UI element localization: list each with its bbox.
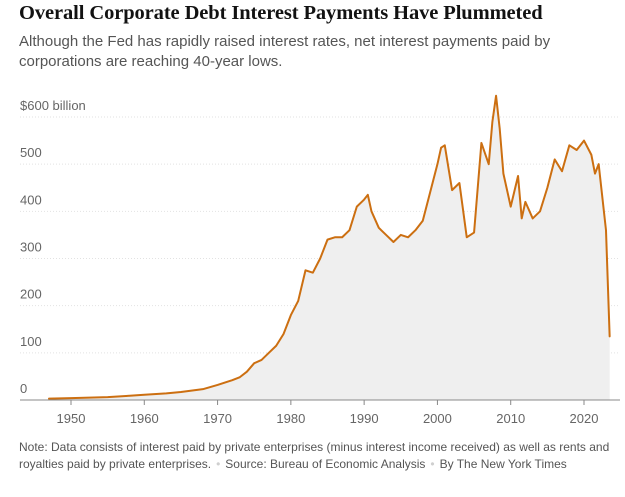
x-tick-label: 1950: [57, 411, 86, 426]
separator-dot: •: [216, 457, 221, 471]
y-tick-label: $600 billion: [20, 98, 86, 113]
y-axis-labels: 0 100 200 300 400 500 $600 billion: [20, 98, 86, 396]
series-area: [49, 95, 610, 401]
y-tick-label: 400: [20, 192, 42, 207]
x-tick-label: 2020: [570, 411, 599, 426]
x-tick-label: 2010: [496, 411, 525, 426]
chart-title: Overall Corporate Debt Interest Payments…: [19, 2, 543, 24]
y-tick-label: 500: [20, 145, 42, 160]
footer-source: Source: Bureau of Economic Analysis: [225, 457, 426, 471]
y-tick-label: 100: [20, 334, 42, 349]
x-axis-ticks: 1950 1960 1970 1980 1990 2000 2010 2020: [57, 400, 599, 426]
separator-dot: •: [430, 457, 435, 471]
footer-byline: By The New York Times: [439, 457, 567, 471]
y-tick-label: 200: [20, 287, 42, 302]
chart-footer: Note: Data consists of interest paid by …: [19, 439, 619, 473]
x-tick-label: 1970: [203, 411, 232, 426]
footer-note: Note: Data consists of interest paid by …: [19, 440, 610, 471]
y-tick-label: 0: [20, 381, 27, 396]
x-tick-label: 1960: [130, 411, 159, 426]
series-line: [48, 94, 611, 400]
x-tick-label: 2000: [423, 411, 452, 426]
x-tick-label: 1990: [350, 411, 379, 426]
x-tick-label: 1980: [276, 411, 305, 426]
chart-subtitle: Although the Fed has rapidly raised inte…: [19, 33, 551, 70]
y-tick-label: 300: [20, 240, 42, 255]
